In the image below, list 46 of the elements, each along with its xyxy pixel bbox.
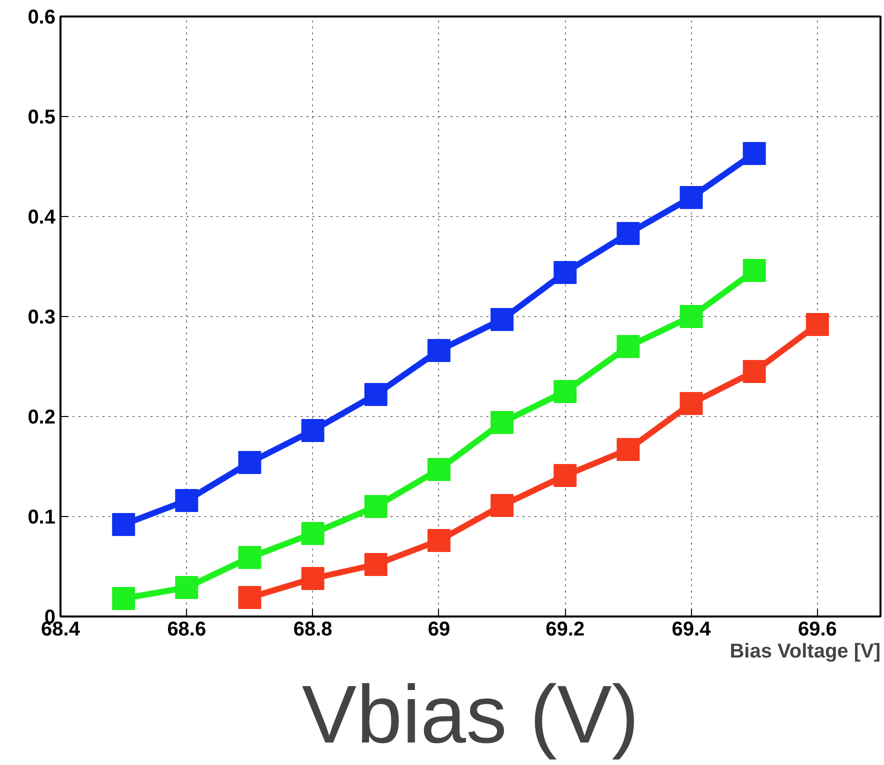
point xyxy=(490,494,514,517)
point xyxy=(616,222,640,245)
point xyxy=(238,546,262,569)
point xyxy=(490,308,514,331)
point xyxy=(238,451,262,474)
point xyxy=(427,529,450,552)
point xyxy=(554,380,577,403)
text: Vbias (V) xyxy=(302,670,640,760)
y-tick-label: 0.5 xyxy=(28,106,56,128)
point xyxy=(616,438,640,461)
point xyxy=(742,142,766,165)
y-tick-label: 0.4 xyxy=(28,206,56,228)
x-tick-label: 69 xyxy=(428,618,450,640)
x-axis-title: Bias Voltage [V] xyxy=(730,640,881,662)
point xyxy=(175,576,198,599)
y-tick-label: 0.2 xyxy=(28,406,56,428)
point xyxy=(112,587,136,610)
point xyxy=(427,339,450,362)
point xyxy=(554,261,577,284)
point xyxy=(680,305,703,328)
point xyxy=(490,411,514,434)
point xyxy=(806,313,829,336)
point xyxy=(238,586,262,609)
point xyxy=(301,419,324,442)
x-tick-label: 69.4 xyxy=(672,618,712,640)
point xyxy=(742,360,766,383)
point xyxy=(364,495,388,518)
x-tick-label: 68.6 xyxy=(167,618,206,640)
point xyxy=(175,489,198,512)
y-tick-label: 0.6 xyxy=(28,6,56,28)
point xyxy=(301,522,324,545)
point xyxy=(554,464,577,487)
x-tick-label: 68.8 xyxy=(293,618,332,640)
x-tick-label: 69.6 xyxy=(798,618,837,640)
point xyxy=(301,567,324,590)
x-tick-label: 69.2 xyxy=(546,618,585,640)
point xyxy=(427,458,450,481)
y-tick-label: 0.3 xyxy=(28,306,56,328)
point xyxy=(680,186,703,209)
point xyxy=(364,383,388,406)
point xyxy=(742,259,766,282)
point xyxy=(112,513,136,536)
y-tick-label: 0.1 xyxy=(28,506,56,528)
point xyxy=(680,392,703,415)
point xyxy=(364,553,388,576)
point xyxy=(616,335,640,358)
